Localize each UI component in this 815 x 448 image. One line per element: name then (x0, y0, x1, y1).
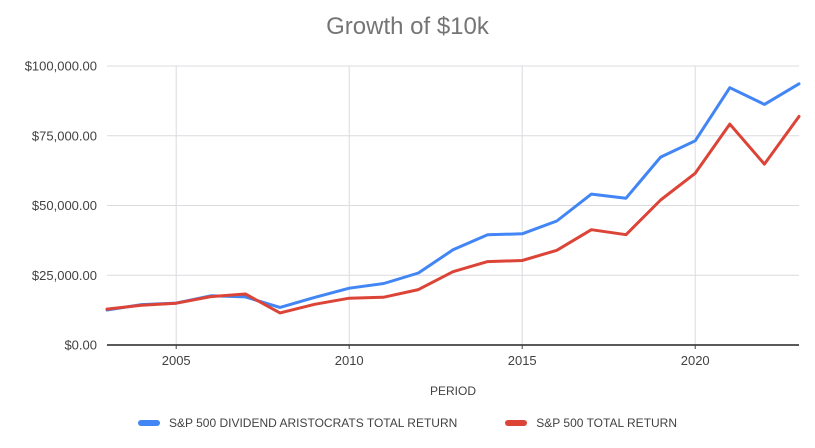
chart-title: Growth of $10k (326, 13, 489, 40)
legend-item-aristocrats: S&P 500 DIVIDEND ARISTOCRATS TOTAL RETUR… (137, 416, 458, 430)
svg-text:$25,000.00: $25,000.00 (32, 268, 97, 283)
legend-label-aristocrats: S&P 500 DIVIDEND ARISTOCRATS TOTAL RETUR… (168, 416, 458, 430)
svg-text:2015: 2015 (508, 353, 537, 368)
svg-text:2005: 2005 (162, 353, 191, 368)
svg-text:2020: 2020 (681, 353, 710, 368)
svg-text:$75,000.00: $75,000.00 (32, 128, 97, 143)
legend: S&P 500 DIVIDEND ARISTOCRATS TOTAL RETUR… (0, 416, 815, 430)
sp500-line-swatch-icon (505, 420, 528, 426)
legend-label-sp500: S&P 500 TOTAL RETURN (536, 416, 678, 430)
svg-text:$0.00: $0.00 (64, 338, 97, 353)
svg-text:2010: 2010 (335, 353, 364, 368)
x-axis-title: PERIOD (429, 384, 476, 398)
svg-text:$50,000.00: $50,000.00 (32, 198, 97, 213)
legend-item-sp500: S&P 500 TOTAL RETURN (505, 416, 677, 430)
svg-text:$100,000.00: $100,000.00 (25, 59, 97, 74)
aristocrats-line-swatch-icon (137, 420, 160, 426)
